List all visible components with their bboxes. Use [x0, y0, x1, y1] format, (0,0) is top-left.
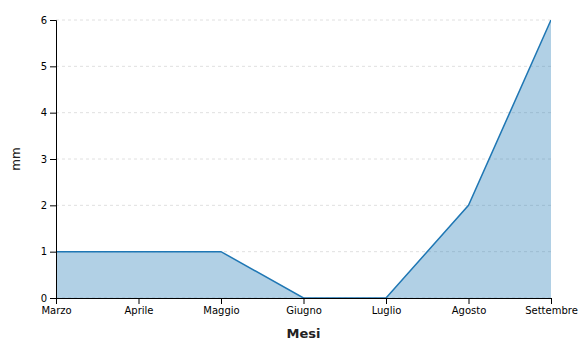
y-tick-mark	[50, 298, 56, 299]
y-tick-label: 4	[41, 107, 47, 118]
x-tick-label: Luglio	[372, 305, 402, 316]
y-tick: 3	[41, 154, 56, 165]
x-tick-mark	[386, 298, 387, 304]
plot-root: Marzo Aprile Maggio Giugno Luglio Agosto Sette…	[41, 15, 578, 316]
x-axis-line	[57, 299, 552, 305]
y-tick-mark	[50, 66, 56, 67]
y-tick: 1	[41, 246, 56, 257]
y-tick-mark	[50, 252, 56, 253]
x-tick: Maggio	[203, 298, 239, 316]
y-tick-label: 0	[41, 293, 47, 304]
grid	[56, 20, 551, 298]
x-tick: Giugno	[286, 298, 322, 316]
x-tick-label: Aprile	[124, 305, 153, 316]
x-axis: Marzo Aprile Maggio Giugno Luglio Agosto Sette…	[41, 298, 577, 316]
area	[56, 20, 551, 298]
x-tick: Luglio	[372, 298, 402, 316]
y-tick: 5	[41, 61, 56, 72]
x-tick-label: Giugno	[286, 305, 322, 316]
x-tick-mark	[469, 298, 470, 304]
grid-line	[56, 20, 551, 21]
y-tick-mark	[50, 159, 56, 160]
y-tick-mark	[50, 20, 56, 21]
line	[56, 20, 551, 298]
y-tick-label: 6	[41, 15, 47, 26]
x-tick: Settembre	[525, 298, 578, 316]
x-tick: Agosto	[452, 298, 487, 316]
grid-line	[56, 112, 551, 113]
y-tick-label: 2	[41, 200, 47, 211]
y-tick: 0	[41, 293, 56, 304]
x-tick-mark	[551, 298, 552, 304]
y-tick: 2	[41, 200, 56, 211]
marks	[56, 20, 551, 298]
y-axis-line	[50, 21, 57, 299]
y-tick-label: 5	[41, 61, 47, 72]
x-tick-label: Agosto	[452, 305, 487, 316]
chart-container: Marzo Aprile Maggio Giugno Luglio Agosto Sette…	[0, 0, 587, 350]
grid-line	[56, 159, 551, 160]
y-axis-title: mm	[9, 147, 23, 170]
y-axis: 0 1 2 3 4 5 6	[41, 15, 57, 304]
y-tick-mark	[50, 205, 56, 206]
x-tick-label: Settembre	[525, 305, 578, 316]
y-tick-label: 3	[41, 154, 47, 165]
x-tick-label: Marzo	[41, 305, 71, 316]
chart-svg: Marzo Aprile Maggio Giugno Luglio Agosto Sette…	[0, 0, 587, 350]
x-axis-title: Mesi	[287, 326, 321, 341]
y-tick-mark	[50, 113, 56, 114]
y-tick: 4	[41, 107, 56, 118]
y-tick-label: 1	[41, 246, 47, 257]
x-tick-label: Maggio	[203, 305, 239, 316]
x-tick-mark	[304, 298, 305, 304]
x-tick-mark	[139, 298, 140, 304]
grid-line	[56, 66, 551, 67]
y-tick: 6	[41, 15, 56, 26]
x-tick: Aprile	[124, 298, 153, 316]
x-tick-mark	[221, 298, 222, 304]
